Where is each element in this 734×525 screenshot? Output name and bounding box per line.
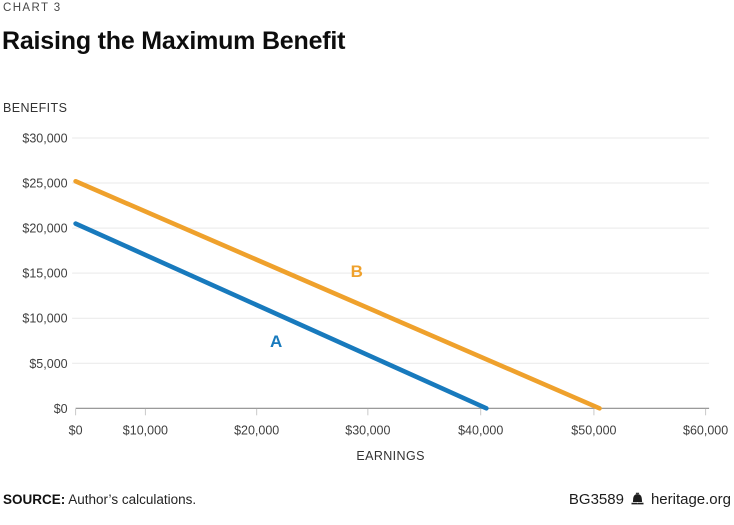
source-label: SOURCE: bbox=[3, 492, 66, 507]
series-line-a bbox=[73, 221, 489, 411]
x-tick-label: $10,000 bbox=[123, 423, 168, 437]
report-id: BG3589 bbox=[568, 491, 624, 508]
x-tick-label: $40,000 bbox=[458, 423, 503, 437]
y-tick-label: $25,000 bbox=[22, 177, 67, 191]
x-tick-label: $30,000 bbox=[345, 423, 390, 437]
y-tick-label: $15,000 bbox=[22, 267, 67, 281]
y-axis-title: BENEFITS bbox=[3, 101, 68, 115]
source-note: SOURCE: Author’s calculations. bbox=[3, 492, 196, 507]
source-text: Author’s calculations. bbox=[68, 492, 197, 507]
x-axis-title: EARNINGS bbox=[356, 449, 425, 463]
series-line-b bbox=[73, 178, 602, 411]
y-tick-label: $5,000 bbox=[29, 357, 67, 371]
x-tick-label: $60,000 bbox=[683, 423, 728, 437]
x-tick-label: $50,000 bbox=[571, 423, 616, 437]
x-tick-label: $20,000 bbox=[234, 423, 279, 437]
y-tick-label: $20,000 bbox=[22, 222, 67, 236]
x-tick-label: $0 bbox=[69, 423, 83, 437]
page-title: Raising the Maximum Benefit bbox=[2, 27, 346, 55]
chart-kicker: CHART 3 bbox=[3, 2, 62, 14]
footer: SOURCE: Author’s calculations. BG3589 he… bbox=[3, 491, 731, 508]
y-tick-label: $10,000 bbox=[22, 312, 67, 326]
footer-brand: BG3589 heritage.org bbox=[569, 491, 731, 508]
line-chart-plot: $0 $10,000 $20,000 $30,000 $40,000 $50,000 $60… bbox=[22, 132, 728, 463]
site-link: heritage.org bbox=[650, 491, 731, 508]
y-tick-label: $0 bbox=[54, 402, 68, 416]
liberty-bell-icon bbox=[630, 492, 645, 507]
series-label-b: B bbox=[351, 262, 363, 281]
y-tick-label: $30,000 bbox=[22, 132, 67, 146]
series-label-a: A bbox=[270, 332, 282, 351]
